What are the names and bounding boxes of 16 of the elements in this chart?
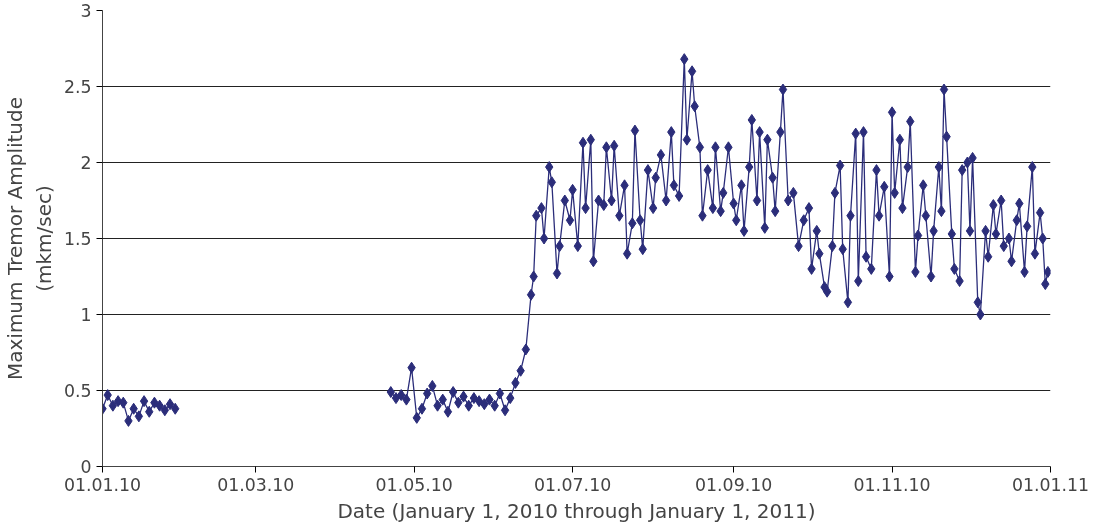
y-tick-label: 0.5	[63, 381, 92, 401]
y-tick-label: 1	[80, 305, 92, 325]
x-tick-label: 01.03.10	[217, 474, 295, 495]
x-tick-label: 01.09.10	[695, 474, 773, 495]
x-axis-title: Date (January 1, 2010 through January 1, 2011)	[337, 498, 816, 523]
x-tick-label: 01.01.10	[63, 474, 142, 495]
y-tick-label: 3	[80, 1, 92, 21]
y-tick-label: 2	[80, 153, 92, 173]
y-axis-title: Maximum Tremor Amplitude (mkm/sec)	[3, 96, 56, 381]
y-tick-label: 1.5	[63, 229, 92, 249]
x-tick-label: 01.11.10	[853, 474, 931, 495]
x-tick-label: 01.07.10	[534, 474, 612, 495]
x-tick-label: 01.01.11	[1011, 474, 1090, 495]
y-tick-label: 0	[80, 457, 92, 477]
x-tick-label: 01.05.10	[375, 474, 453, 495]
y-tick-label: 2.5	[63, 77, 92, 97]
